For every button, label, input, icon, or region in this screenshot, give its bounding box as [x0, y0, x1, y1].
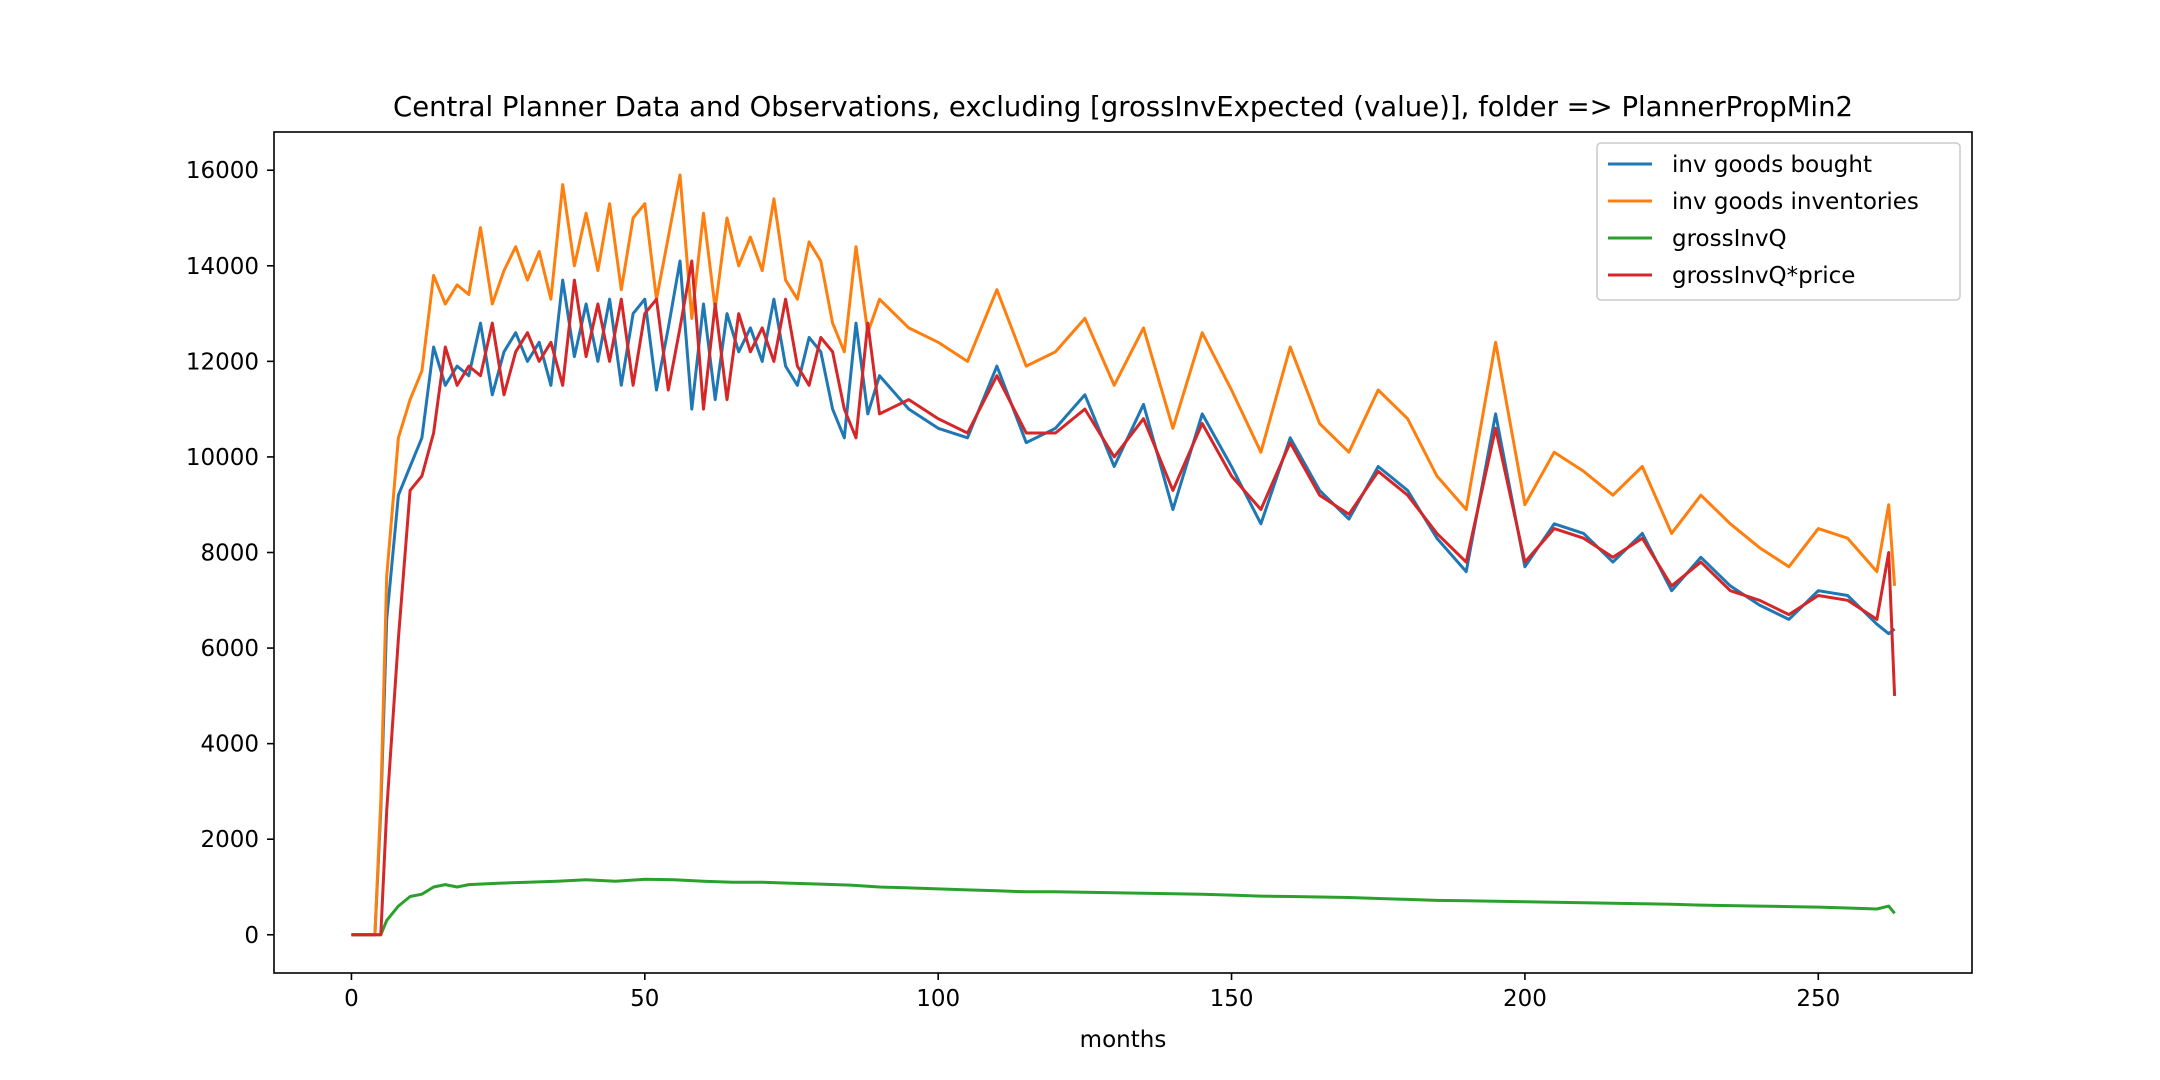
y-tick-label-6: 12000: [186, 349, 259, 375]
legend: inv goods bought inv goods inventories gro…: [1596, 142, 1961, 301]
x-tick-label-5: 250: [1796, 986, 1840, 1012]
y-tick-label-5: 10000: [186, 445, 259, 471]
x-tick-label-4: 200: [1503, 986, 1547, 1012]
y-tick-label-2: 4000: [200, 732, 259, 758]
y-tick-label-8: 16000: [186, 158, 259, 184]
series-line-3: [351, 259, 1897, 937]
x-tick-label-3: 150: [1210, 986, 1254, 1012]
series-line-1: [351, 173, 1897, 937]
x-tick-label-0: 0: [344, 986, 359, 1012]
series-layer: [351, 173, 1897, 937]
x-tick-label-1: 50: [630, 986, 659, 1012]
x-axis-label: months: [1080, 1027, 1167, 1053]
legend-label-2: grossInvQ: [1672, 226, 1787, 252]
legend-box: [1596, 142, 1961, 301]
y-tick-label-7: 14000: [186, 254, 259, 280]
legend-label-3: grossInvQ*price: [1672, 263, 1855, 289]
chart-title: Central Planner Data and Observations, e…: [393, 91, 1853, 123]
legend-label-1: inv goods inventories: [1672, 189, 1919, 215]
y-tick-label-4: 8000: [200, 541, 259, 567]
x-tick-label-2: 100: [916, 986, 960, 1012]
axis-ticks: 0 50 100 150 200 250 0 2000 4000 6000 8000 10000 120…: [186, 158, 1840, 1012]
y-tick-label-3: 6000: [200, 636, 259, 662]
series-line-2: [351, 877, 1896, 937]
y-tick-label-0: 0: [244, 923, 259, 949]
y-tick-label-1: 2000: [200, 827, 259, 853]
legend-label-0: inv goods bought: [1672, 152, 1872, 178]
